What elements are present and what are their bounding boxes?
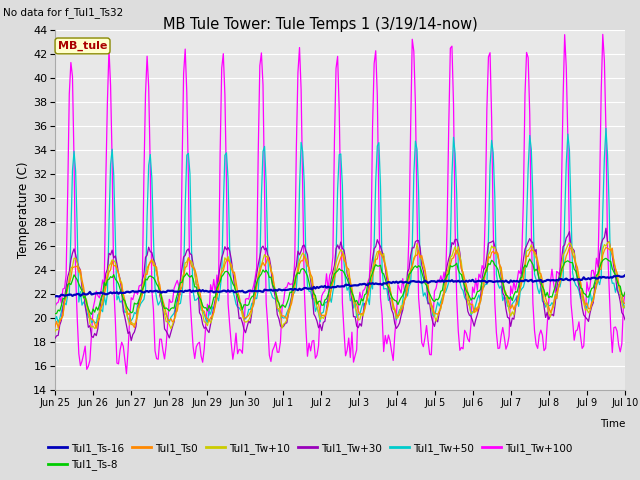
Text: MB Tule Tower: Tule Temps 1 (3/19/14-now): MB Tule Tower: Tule Temps 1 (3/19/14-now… — [163, 17, 477, 32]
Y-axis label: Temperature (C): Temperature (C) — [17, 162, 30, 258]
Text: Time: Time — [600, 419, 625, 429]
Text: No data for f_Tul1_Ts32: No data for f_Tul1_Ts32 — [3, 7, 124, 18]
Legend: Tul1_Ts-16, Tul1_Ts-8, Tul1_Ts0, Tul1_Tw+10, Tul1_Tw+30, Tul1_Tw+50, Tul1_Tw+100: Tul1_Ts-16, Tul1_Ts-8, Tul1_Ts0, Tul1_Tw… — [44, 439, 577, 474]
Text: MB_tule: MB_tule — [58, 41, 108, 51]
